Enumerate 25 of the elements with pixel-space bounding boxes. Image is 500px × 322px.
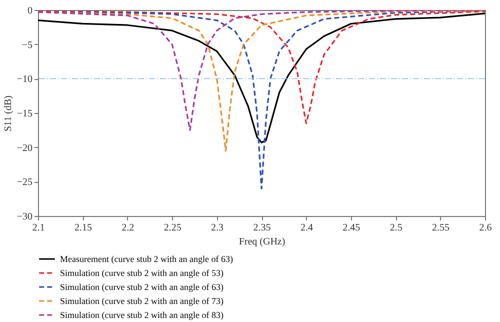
x-tick-label: 2.55	[432, 222, 450, 234]
y-axis-title: S11 (dB)	[2, 95, 14, 132]
x-tick-label: 2.4	[300, 222, 313, 234]
x-tick-label: 2.6	[479, 222, 492, 234]
y-tick-label: 0	[28, 6, 32, 16]
x-tick-label: 2.15	[74, 222, 92, 234]
x-tick-label: 2.25	[164, 222, 182, 234]
legend-label: Simulation (curve stub 2 with an angle of 53)	[60, 268, 224, 278]
x-tick-label: 2.5	[390, 222, 402, 234]
y-tick-label: −15	[16, 108, 32, 120]
x-tick-label: 2.45	[342, 222, 360, 234]
legend-label: Simulation (curve stub 2 with an angle of 73)	[60, 296, 224, 306]
x-axis-title: Freq (GHz)	[238, 236, 286, 248]
y-tick-label: −25	[16, 177, 32, 188]
x-tick-label: 2.2	[122, 222, 134, 234]
x-tick-label: 2.1	[32, 222, 45, 234]
y-tick-label: −5	[22, 40, 32, 51]
legend-label: Simulation (curve stub 2 with an angle of 63)	[60, 282, 224, 292]
x-tick-label: 2.3	[211, 222, 224, 234]
legend-label: Simulation (curve stub 2 with an angle of 83)	[60, 310, 224, 320]
y-tick-label: −30	[16, 212, 32, 222]
y-tick-label: −10	[16, 74, 32, 86]
y-tick-label: −20	[16, 142, 32, 154]
legend-label: Measurement (curve stub 2 with an angle of 63)	[60, 254, 233, 264]
x-tick-label: 2.35	[253, 222, 271, 234]
